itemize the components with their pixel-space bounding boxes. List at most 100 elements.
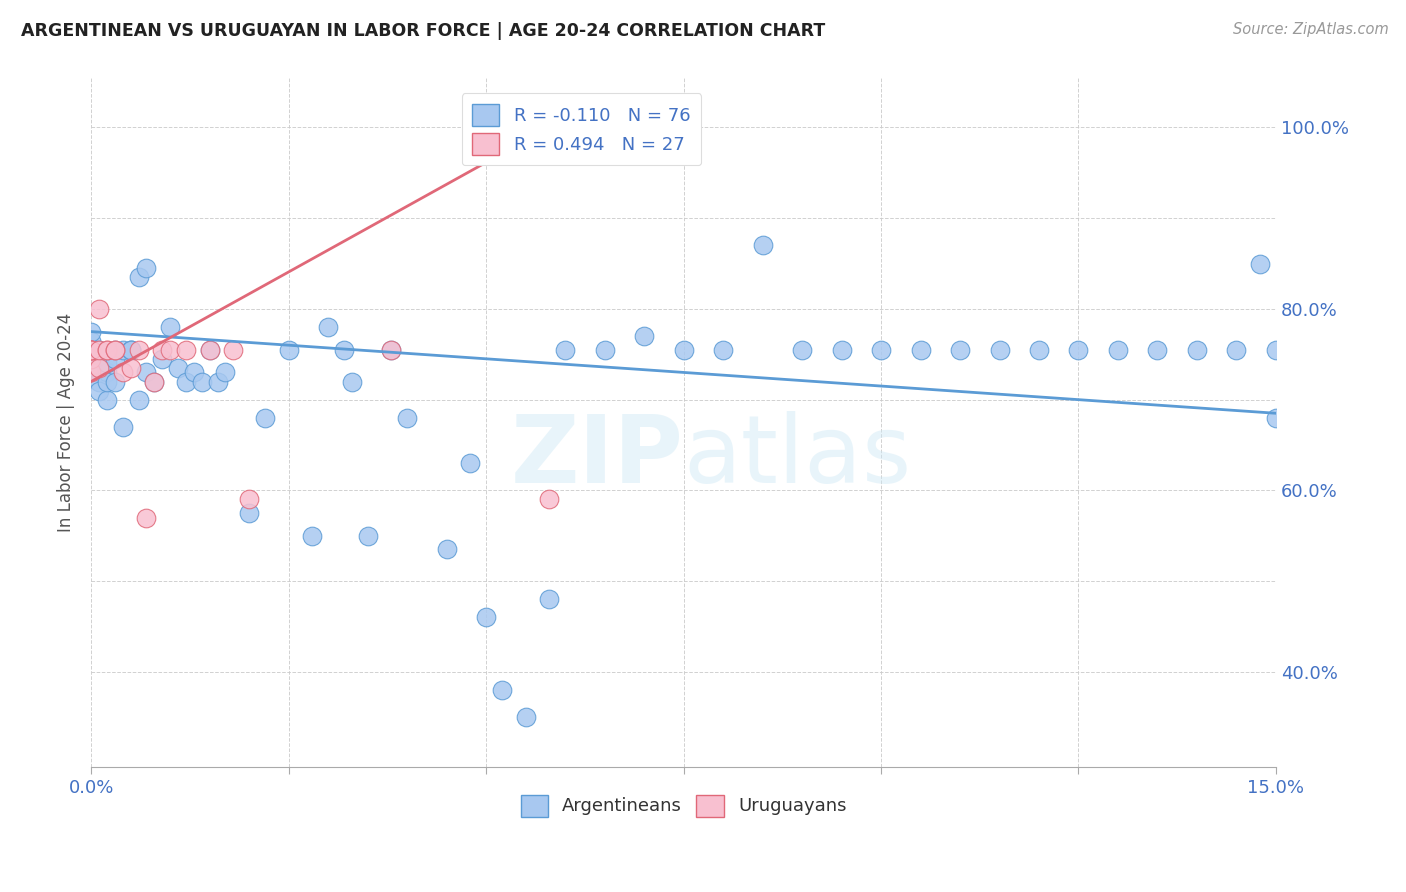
Point: [87, 384, 110, 398]
Point: [80, 325, 103, 339]
Point: [949, 343, 972, 357]
Point: [356, 529, 378, 543]
Point: [120, 343, 142, 357]
Point: [80, 366, 103, 380]
Text: ARGENTINEAN VS URUGUAYAN IN LABOR FORCE | AGE 20-24 CORRELATION CHART: ARGENTINEAN VS URUGUAYAN IN LABOR FORCE …: [21, 22, 825, 40]
Point: [222, 343, 245, 357]
Point: [80, 343, 103, 357]
Point: [87, 375, 110, 389]
Point: [87, 343, 110, 357]
Point: [870, 343, 893, 357]
Point: [128, 270, 150, 285]
Point: [198, 343, 221, 357]
Point: [80, 343, 103, 357]
Point: [80, 334, 103, 348]
Point: [96, 375, 118, 389]
Point: [190, 375, 212, 389]
Point: [340, 375, 363, 389]
Point: [333, 343, 356, 357]
Point: [554, 343, 576, 357]
Point: [143, 375, 166, 389]
Point: [87, 343, 110, 357]
Text: Source: ZipAtlas.com: Source: ZipAtlas.com: [1233, 22, 1389, 37]
Point: [633, 329, 655, 343]
Point: [1067, 343, 1090, 357]
Point: [87, 360, 110, 375]
Point: [207, 375, 229, 389]
Point: [150, 351, 173, 366]
Point: [790, 343, 813, 357]
Y-axis label: In Labor Force | Age 20-24: In Labor Force | Age 20-24: [58, 313, 75, 532]
Point: [491, 683, 513, 698]
Point: [475, 610, 498, 624]
Point: [1028, 343, 1050, 357]
Point: [104, 343, 127, 357]
Point: [396, 410, 419, 425]
Point: [104, 351, 127, 366]
Point: [711, 343, 734, 357]
Point: [174, 375, 197, 389]
Point: [111, 366, 134, 380]
Point: [104, 375, 127, 389]
Point: [80, 351, 103, 366]
Point: [253, 410, 276, 425]
Point: [159, 343, 181, 357]
Point: [150, 343, 173, 357]
Text: ZIP: ZIP: [510, 411, 683, 503]
Point: [1265, 410, 1288, 425]
Point: [1225, 343, 1247, 357]
Point: [104, 343, 127, 357]
Point: [301, 529, 323, 543]
Point: [316, 320, 339, 334]
Point: [80, 343, 103, 357]
Point: [751, 238, 773, 252]
Legend: Argentineans, Uruguayans: Argentineans, Uruguayans: [513, 788, 853, 824]
Point: [593, 343, 616, 357]
Text: atlas: atlas: [683, 411, 912, 503]
Point: [96, 343, 118, 357]
Point: [96, 392, 118, 407]
Point: [80, 351, 103, 366]
Point: [128, 392, 150, 407]
Point: [80, 343, 103, 357]
Point: [104, 343, 127, 357]
Point: [238, 506, 260, 520]
Point: [80, 343, 103, 357]
Point: [1107, 343, 1129, 357]
Point: [1265, 343, 1288, 357]
Point: [120, 343, 142, 357]
Point: [277, 343, 299, 357]
Point: [436, 542, 458, 557]
Point: [1249, 256, 1271, 270]
Point: [111, 343, 134, 357]
Point: [87, 366, 110, 380]
Point: [120, 360, 142, 375]
Point: [128, 343, 150, 357]
Point: [198, 343, 221, 357]
Point: [96, 366, 118, 380]
Point: [910, 343, 932, 357]
Point: [80, 343, 103, 357]
Point: [111, 420, 134, 434]
Point: [988, 343, 1011, 357]
Point: [135, 261, 157, 276]
Point: [135, 510, 157, 524]
Point: [380, 343, 402, 357]
Point: [538, 592, 561, 607]
Point: [831, 343, 853, 357]
Point: [159, 320, 181, 334]
Point: [80, 351, 103, 366]
Point: [183, 366, 205, 380]
Point: [672, 343, 695, 357]
Point: [135, 366, 157, 380]
Point: [120, 343, 142, 357]
Point: [458, 456, 481, 470]
Point: [80, 356, 103, 370]
Point: [380, 343, 402, 357]
Point: [96, 343, 118, 357]
Point: [538, 492, 561, 507]
Point: [174, 343, 197, 357]
Point: [1146, 343, 1168, 357]
Point: [515, 710, 537, 724]
Point: [167, 360, 190, 375]
